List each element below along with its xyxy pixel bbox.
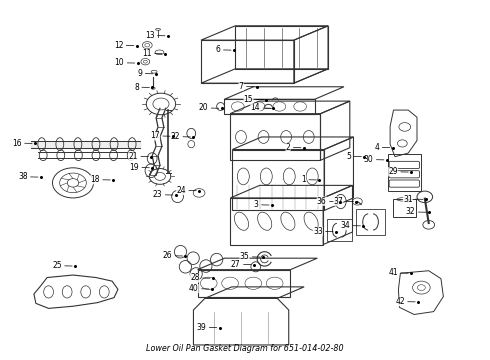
Bar [388,154,421,192]
Text: 19: 19 [129,163,149,172]
Text: 33: 33 [313,227,333,236]
Text: 37: 37 [334,197,354,206]
Text: 32: 32 [406,207,426,216]
Text: 41: 41 [388,269,408,278]
Text: 27: 27 [231,260,251,269]
Text: 23: 23 [153,190,173,199]
Text: Lower Oil Pan Gasket Diagram for 651-014-02-80: Lower Oil Pan Gasket Diagram for 651-014… [146,344,344,353]
Text: 16: 16 [12,139,32,148]
Text: 34: 34 [340,221,361,230]
Text: 28: 28 [190,273,210,282]
Text: 15: 15 [244,95,264,104]
Text: 4: 4 [374,143,390,152]
Text: 24: 24 [176,186,196,195]
Text: 21: 21 [128,152,148,161]
Text: 17: 17 [150,131,171,140]
Text: 6: 6 [216,45,231,54]
Text: 39: 39 [196,323,217,332]
Text: 12: 12 [114,41,134,50]
Text: 8: 8 [134,82,149,91]
Text: 30: 30 [364,155,384,164]
Text: 38: 38 [18,172,38,181]
Text: 13: 13 [145,31,165,40]
Text: 1: 1 [301,175,317,184]
Text: 5: 5 [346,152,362,161]
Bar [327,220,351,241]
Text: 42: 42 [395,297,415,306]
Text: 31: 31 [403,194,423,203]
Bar [356,210,385,234]
Text: 11: 11 [142,49,162,58]
Text: 7: 7 [239,82,254,91]
Text: 18: 18 [90,175,110,184]
Text: 3: 3 [254,200,269,209]
Text: 22: 22 [171,132,191,141]
Text: 20: 20 [199,103,219,112]
Text: 14: 14 [250,103,270,112]
Text: 10: 10 [115,58,135,67]
Text: 29: 29 [388,167,408,176]
Text: 25: 25 [52,261,72,270]
Text: 26: 26 [163,251,183,260]
Text: 36: 36 [317,197,337,206]
Text: 9: 9 [138,69,153,78]
Text: 35: 35 [240,252,260,261]
Bar [392,199,416,217]
Text: 40: 40 [189,284,209,293]
Text: 2: 2 [286,143,301,152]
